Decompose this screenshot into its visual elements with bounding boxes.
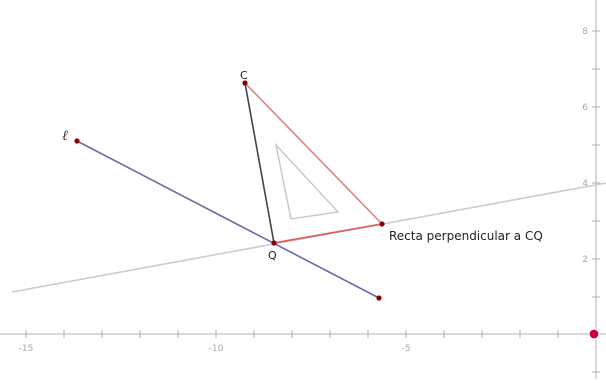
label-perpendicular: Recta perpendicular a CQ [389, 229, 543, 243]
x-axis: -15 -10 -5 [0, 330, 606, 354]
line-l[interactable] [76, 140, 380, 299]
x-tick-label: -15 [19, 344, 34, 354]
y-tick-label: 8 [582, 27, 588, 37]
y-tick-label: 6 [582, 103, 588, 113]
label-c: C [240, 69, 248, 82]
circle-marker-icon[interactable] [588, 328, 600, 340]
point-q[interactable] [271, 240, 277, 246]
point-l-end[interactable] [376, 295, 382, 301]
y-axis: 8 6 4 2 [582, 0, 600, 379]
label-q: Q [268, 249, 277, 262]
triangle-hint[interactable] [274, 142, 340, 220]
point-c[interactable] [242, 80, 248, 86]
point-perp-end[interactable] [379, 221, 385, 227]
y-tick-label: 4 [582, 179, 588, 189]
x-tick-label: -5 [402, 344, 411, 354]
perpendicular-line[interactable] [273, 223, 383, 244]
label-l: ℓ [62, 128, 68, 144]
segment-c-p[interactable] [244, 82, 383, 225]
y-tick-label: 2 [582, 255, 588, 265]
point-l-start[interactable] [74, 138, 80, 144]
segment-cq[interactable] [244, 82, 275, 244]
x-tick-label: -10 [209, 344, 224, 354]
